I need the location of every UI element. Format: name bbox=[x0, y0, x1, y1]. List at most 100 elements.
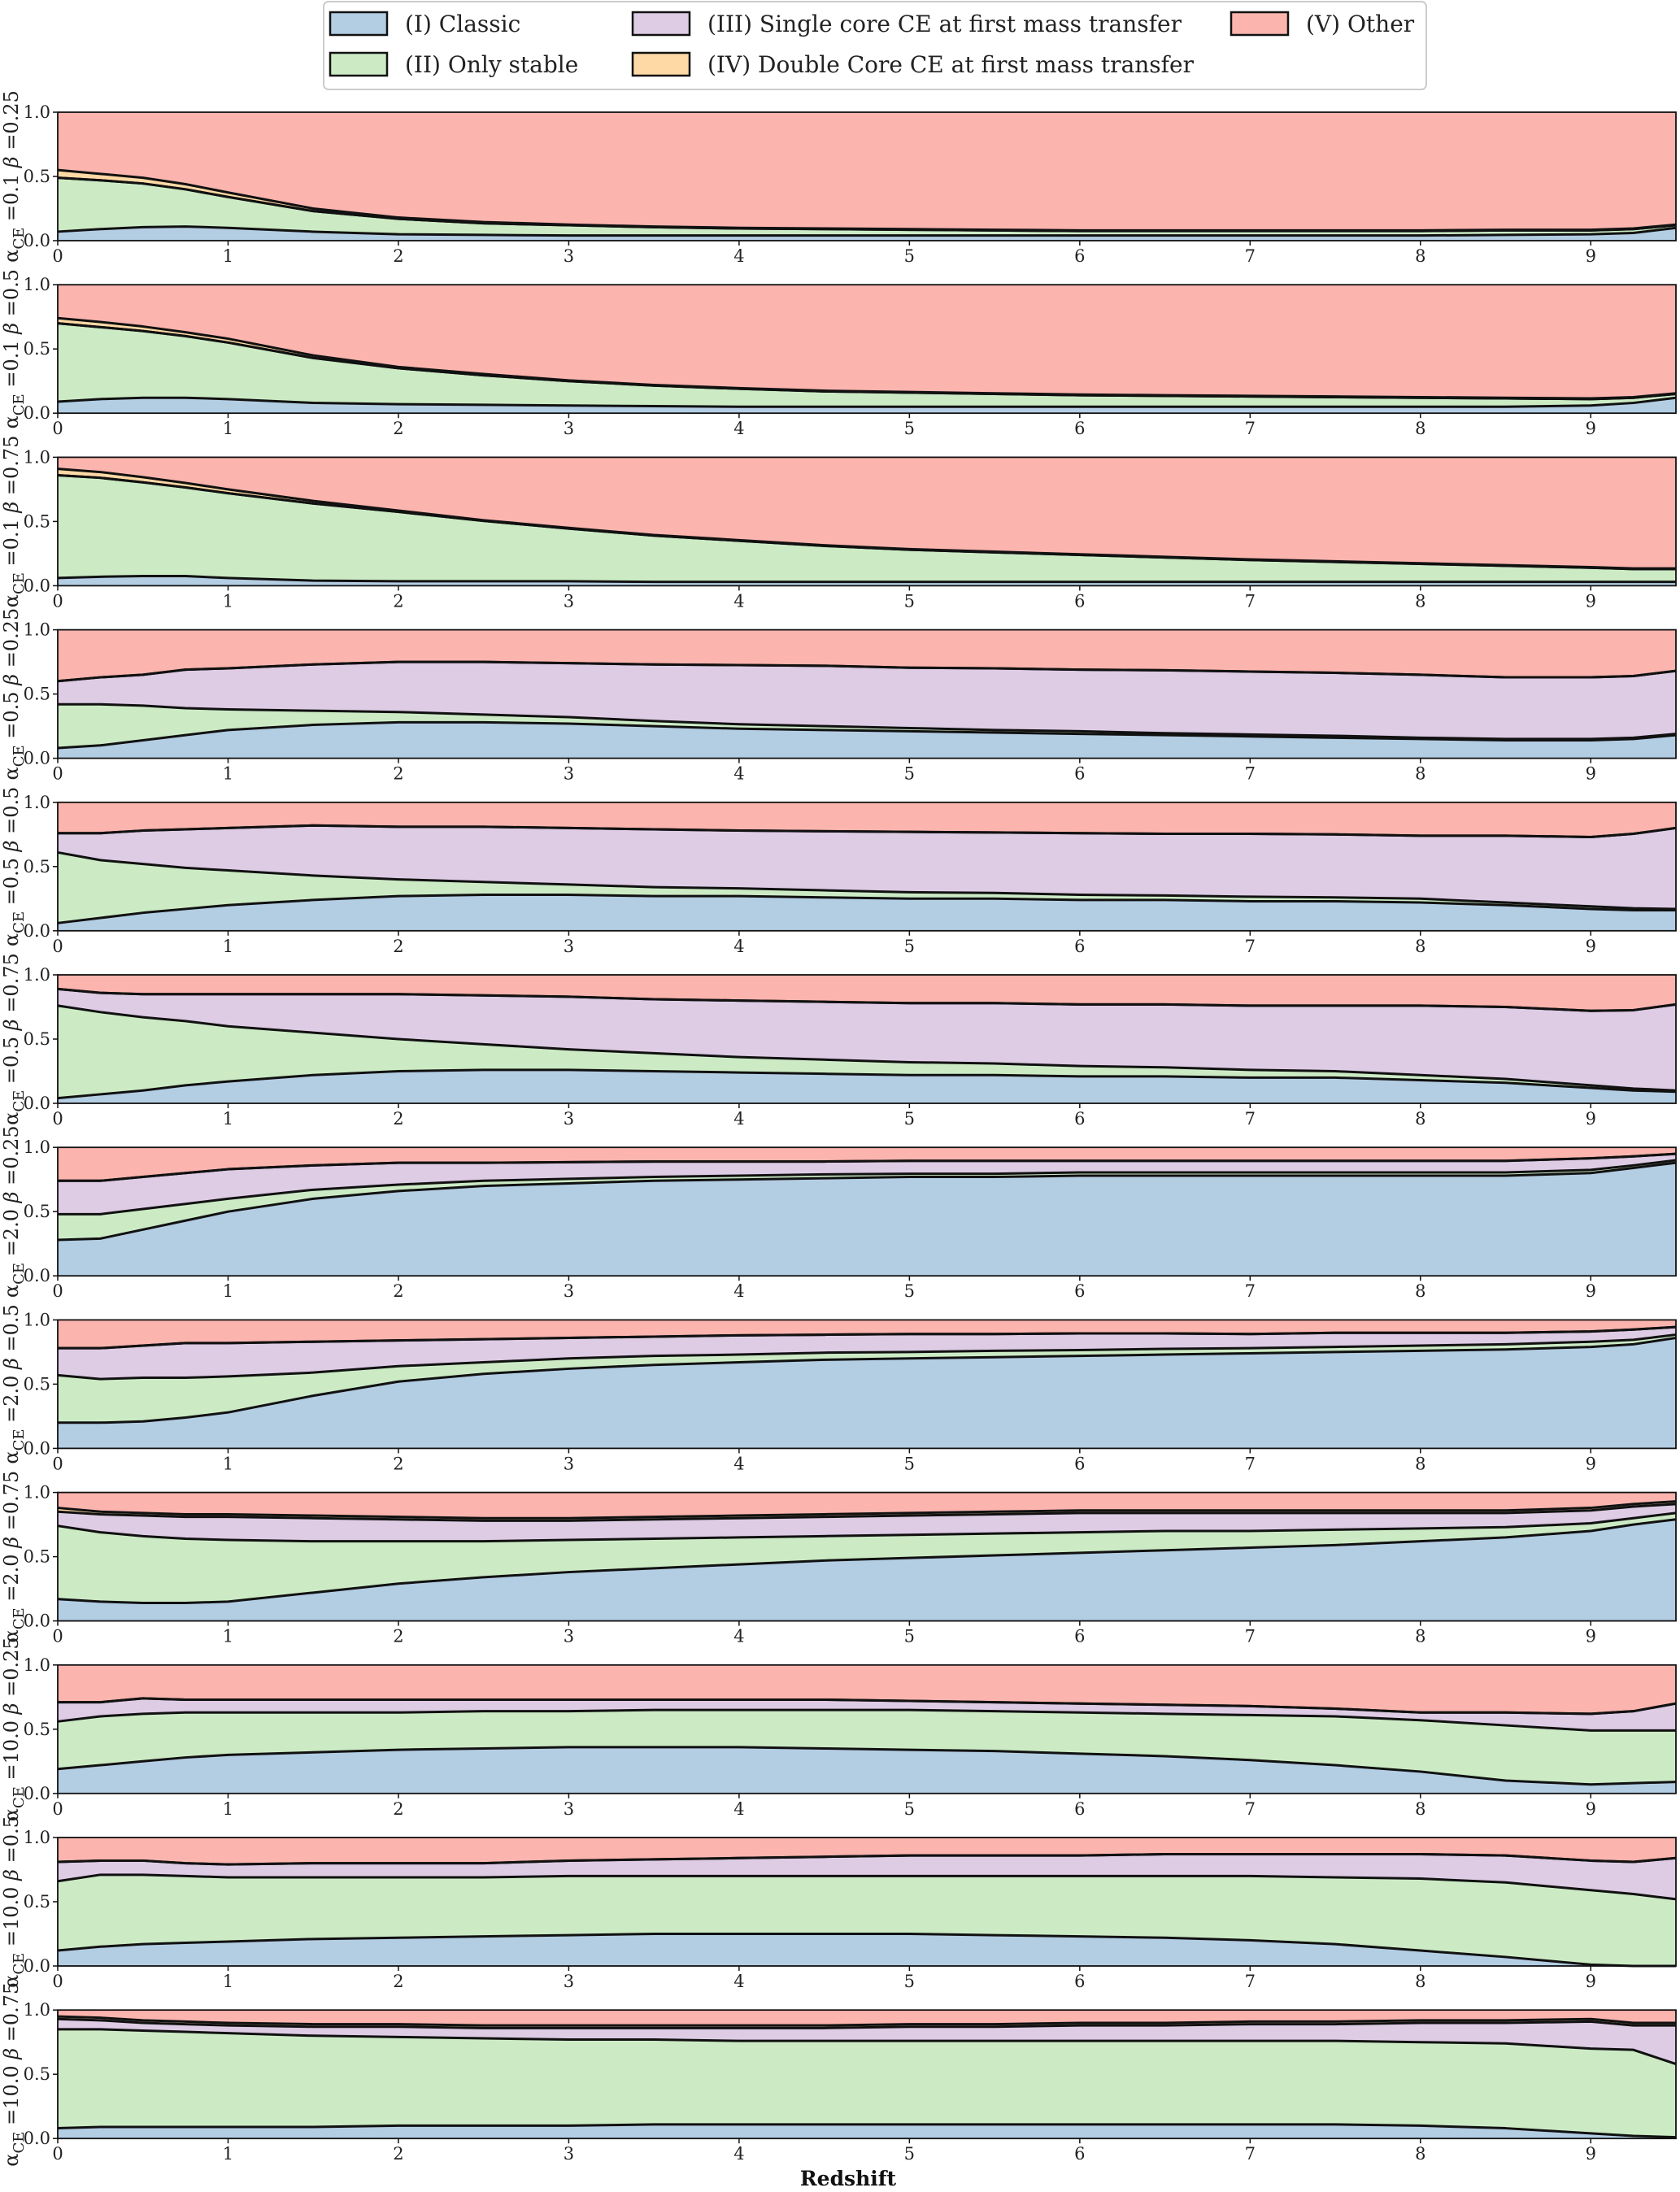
beta-value: =0.5 bbox=[0, 1304, 23, 1358]
x-tick-label: 8 bbox=[1415, 1109, 1425, 1129]
alpha-value: =0.1 bbox=[0, 513, 23, 573]
alpha-value: =10.0 bbox=[0, 1881, 23, 1953]
x-tick-label: 7 bbox=[1245, 764, 1256, 784]
y-tick-label: 0.0 bbox=[24, 1266, 50, 1285]
y-tick-label: 0.0 bbox=[24, 1438, 50, 1458]
y-tick-label: 0.0 bbox=[24, 1094, 50, 1113]
x-tick-label: 9 bbox=[1586, 764, 1596, 784]
boundary-line bbox=[58, 824, 1677, 838]
x-axis-label: Redshift bbox=[800, 2167, 897, 2190]
beta-value: =0.5 bbox=[0, 787, 23, 841]
alpha-value: =10.0 bbox=[0, 2059, 23, 2132]
x-tick-label: 1 bbox=[223, 1109, 233, 1129]
x-tick-label: 6 bbox=[1074, 246, 1085, 266]
x-tick-label: 3 bbox=[564, 1799, 574, 1819]
boundary-line bbox=[57, 1853, 1677, 1866]
legend-swatch bbox=[329, 11, 389, 37]
boundary-line bbox=[57, 1004, 1677, 1092]
boundary-line bbox=[57, 660, 1677, 683]
boundary-line bbox=[57, 2123, 1677, 2139]
x-tick-label: 7 bbox=[1245, 1972, 1256, 1991]
beta-value: =0.75 bbox=[0, 953, 23, 1019]
beta-value: =0.75 bbox=[0, 1982, 23, 2048]
x-tick-label: 0 bbox=[52, 764, 63, 784]
panel: 0.0 0.5 1.0 0 1 2 3 4 5 6 7 8 9 αCE =2.0 β =0.25 bbox=[0, 1125, 1677, 1301]
x-tick-label: 4 bbox=[733, 419, 744, 438]
x-tick-label: 6 bbox=[1074, 1627, 1085, 1646]
x-tick-label: 5 bbox=[904, 1799, 915, 1819]
x-tick-label: 9 bbox=[1586, 419, 1596, 438]
boundary-line bbox=[57, 894, 1676, 924]
legend-entry: (IV) Double Core CE at first mass transf… bbox=[707, 51, 1195, 78]
x-tick-label: 0 bbox=[52, 1799, 63, 1819]
boundary-line bbox=[57, 1518, 1677, 1604]
boundary-line bbox=[57, 316, 1677, 400]
x-tick-label: 5 bbox=[904, 937, 915, 956]
area-classic bbox=[58, 1519, 1676, 1621]
boundary-line bbox=[57, 1161, 1677, 1242]
boundary-line bbox=[57, 1511, 1677, 1543]
ce-subscript: CE bbox=[11, 1090, 28, 1112]
x-tick-label: 9 bbox=[1586, 1972, 1596, 1991]
boundary-line bbox=[57, 468, 1676, 570]
x-tick-label: 1 bbox=[223, 937, 233, 956]
alpha-value: =0.1 bbox=[0, 334, 23, 394]
y-tick-label: 1.0 bbox=[24, 1828, 50, 1847]
x-tick-label: 5 bbox=[904, 1972, 915, 1991]
x-tick-label: 0 bbox=[52, 937, 63, 956]
x-tick-label: 8 bbox=[1415, 419, 1425, 438]
boundary-line bbox=[58, 2028, 1677, 2065]
x-tick-label: 5 bbox=[904, 764, 915, 784]
alpha-value: =0.5 bbox=[0, 1030, 23, 1090]
boundary-line bbox=[58, 1152, 1677, 1182]
x-tick-label: 8 bbox=[1415, 1281, 1425, 1301]
beta-value: =0.5 bbox=[0, 1816, 23, 1869]
x-tick-label: 5 bbox=[904, 246, 915, 266]
beta-symbol: β bbox=[0, 2048, 23, 2060]
boundary-line bbox=[58, 1697, 1677, 1716]
y-tick-label: 1.0 bbox=[24, 965, 50, 985]
beta-symbol: β bbox=[0, 1537, 23, 1549]
x-tick-label: 6 bbox=[1074, 2144, 1085, 2164]
beta-symbol: β bbox=[0, 156, 23, 168]
y-axis-label: αCE =10.0 β =0.25 bbox=[0, 1637, 28, 1821]
x-tick-label: 2 bbox=[393, 591, 403, 611]
beta-value: =0.75 bbox=[0, 436, 23, 502]
area-single bbox=[58, 1698, 1676, 1731]
ce-subscript: CE bbox=[11, 1607, 28, 1629]
y-axis-label: αCE =2.0 β =0.25 bbox=[0, 1125, 28, 1298]
x-tick-label: 6 bbox=[1074, 1281, 1085, 1301]
x-tick-label: 6 bbox=[1074, 591, 1085, 611]
x-tick-label: 5 bbox=[904, 1627, 915, 1646]
y-axis-label: αCE =0.5 β =0.75 bbox=[0, 953, 28, 1125]
y-tick-label: 0.5 bbox=[24, 1892, 50, 1911]
x-tick-label: 4 bbox=[733, 1972, 744, 1991]
x-tick-label: 7 bbox=[1245, 1109, 1256, 1129]
y-axis-label: αCE =0.1 β =0.75 bbox=[0, 436, 28, 608]
y-tick-label: 0.0 bbox=[24, 1956, 50, 1976]
alpha-symbol: α bbox=[0, 1285, 23, 1298]
x-tick-label: 9 bbox=[1586, 1109, 1596, 1129]
y-tick-label: 0.5 bbox=[24, 1720, 50, 1739]
beta-symbol: β bbox=[0, 840, 23, 852]
legend-swatch bbox=[631, 11, 691, 37]
beta-symbol: β bbox=[0, 1703, 23, 1715]
alpha-symbol: α bbox=[0, 250, 23, 263]
x-tick-label: 3 bbox=[564, 764, 574, 784]
x-tick-label: 6 bbox=[1074, 419, 1085, 438]
area-classic bbox=[58, 576, 1676, 586]
beta-symbol: β bbox=[0, 1358, 23, 1370]
x-tick-label: 4 bbox=[733, 591, 744, 611]
legend-swatch bbox=[631, 51, 691, 77]
alpha-value: =0.1 bbox=[0, 167, 23, 228]
alpha-value: =2.0 bbox=[0, 1369, 23, 1429]
boundary-line bbox=[58, 1337, 1677, 1424]
x-tick-label: 9 bbox=[1586, 1281, 1596, 1301]
beta-value: =0.25 bbox=[0, 608, 23, 674]
boundary-line bbox=[58, 1159, 1677, 1216]
y-axis-label: αCE =0.1 β =0.25 bbox=[0, 90, 28, 263]
x-tick-label: 2 bbox=[393, 1799, 403, 1819]
boundary-line bbox=[58, 1325, 1677, 1350]
alpha-symbol: α bbox=[0, 1808, 23, 1821]
